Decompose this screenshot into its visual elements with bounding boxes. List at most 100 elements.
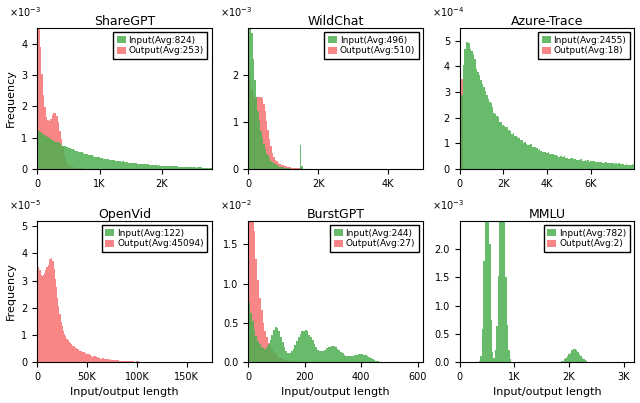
Bar [96,157,97,169]
Bar [577,352,579,362]
Bar [554,155,555,169]
Bar [300,334,301,362]
Bar [63,331,64,362]
Bar [268,130,269,169]
Bar [583,359,584,362]
Bar [122,162,124,169]
Bar [615,163,617,169]
Bar [144,361,145,362]
Bar [46,117,47,169]
Bar [106,359,108,362]
Bar [76,168,77,169]
Bar [74,346,75,362]
Bar [65,146,67,169]
Bar [298,168,300,169]
Bar [159,166,161,169]
Bar [289,361,291,362]
Bar [480,80,482,169]
Bar [332,346,333,362]
Bar [376,361,377,362]
Bar [147,164,148,169]
Bar [128,162,130,169]
Bar [618,163,620,169]
Bar [124,361,125,362]
Bar [146,164,147,169]
Bar [377,361,379,362]
Bar [284,166,285,169]
Bar [297,168,298,169]
Bar [288,168,289,169]
Bar [307,331,308,362]
Bar [207,168,209,169]
Bar [561,361,563,362]
Bar [184,167,186,169]
Bar [464,49,465,169]
Bar [42,276,43,362]
Bar [42,73,43,169]
Bar [564,156,565,169]
Bar [94,156,96,169]
Bar [504,125,505,169]
Bar [119,161,121,169]
Bar [504,207,505,362]
Bar [620,164,621,169]
Bar [356,355,358,362]
Bar [576,160,577,169]
Bar [273,330,275,362]
Bar [558,157,559,169]
Bar [72,167,74,169]
Bar [112,360,113,362]
Text: ×10$^{-4}$: ×10$^{-4}$ [432,6,464,19]
Bar [507,325,508,362]
Bar [54,278,56,362]
Bar [93,156,94,169]
Bar [259,344,260,362]
Bar [463,167,464,169]
Bar [363,355,365,362]
Bar [305,330,307,362]
X-axis label: Input/output length: Input/output length [282,387,390,397]
Bar [499,209,500,362]
Bar [563,361,564,362]
Bar [67,163,68,169]
Bar [601,162,602,169]
X-axis label: Input/output length: Input/output length [493,387,602,397]
Y-axis label: Frequency: Frequency [6,70,15,127]
Bar [328,347,330,362]
Bar [483,261,484,362]
Bar [255,336,257,362]
Bar [509,359,511,362]
Bar [280,358,282,362]
Bar [266,347,268,362]
Bar [43,275,44,362]
Bar [507,127,508,169]
Bar [64,334,65,362]
Bar [633,165,634,169]
Bar [165,166,166,169]
Bar [260,97,262,169]
Bar [255,259,257,362]
Bar [155,165,156,169]
Bar [289,167,291,169]
Bar [547,153,548,169]
Bar [130,361,131,362]
Bar [52,261,54,362]
Bar [276,165,278,169]
Bar [248,301,250,362]
Bar [248,0,250,169]
Bar [84,353,85,362]
Bar [500,162,502,362]
Bar [284,347,285,362]
Bar [72,150,74,169]
Bar [621,164,623,169]
Bar [576,350,577,362]
Bar [300,168,301,169]
Bar [479,361,480,362]
Title: OpenVid: OpenVid [98,208,151,221]
Bar [86,154,87,169]
Bar [140,164,141,169]
Bar [349,357,351,362]
Bar [473,54,474,169]
Bar [250,313,252,362]
Bar [74,150,76,169]
